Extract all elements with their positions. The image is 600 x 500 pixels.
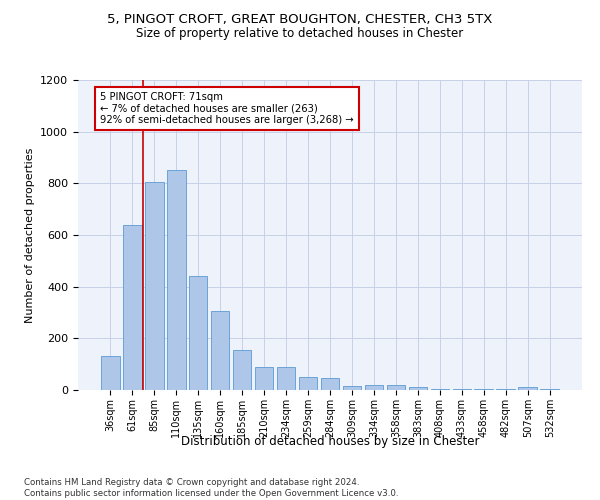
Bar	[167, 170, 185, 390]
Bar	[233, 350, 251, 390]
Text: Size of property relative to detached houses in Chester: Size of property relative to detached ho…	[136, 28, 464, 40]
Y-axis label: Number of detached properties: Number of detached properties	[25, 148, 35, 322]
Bar	[189, 276, 208, 390]
Bar	[145, 182, 164, 390]
Bar	[123, 224, 142, 390]
Bar	[211, 311, 229, 390]
Bar	[101, 356, 119, 390]
Bar	[409, 388, 427, 390]
Bar	[343, 386, 361, 390]
Bar	[255, 367, 274, 390]
Bar	[277, 367, 295, 390]
Text: Distribution of detached houses by size in Chester: Distribution of detached houses by size …	[181, 435, 479, 448]
Bar	[365, 385, 383, 390]
Text: 5 PINGOT CROFT: 71sqm
← 7% of detached houses are smaller (263)
92% of semi-deta: 5 PINGOT CROFT: 71sqm ← 7% of detached h…	[100, 92, 354, 125]
Bar	[299, 377, 317, 390]
Text: Contains HM Land Registry data © Crown copyright and database right 2024.
Contai: Contains HM Land Registry data © Crown c…	[24, 478, 398, 498]
Bar	[386, 386, 405, 390]
Bar	[518, 388, 537, 390]
Text: 5, PINGOT CROFT, GREAT BOUGHTON, CHESTER, CH3 5TX: 5, PINGOT CROFT, GREAT BOUGHTON, CHESTER…	[107, 12, 493, 26]
Bar	[320, 378, 340, 390]
